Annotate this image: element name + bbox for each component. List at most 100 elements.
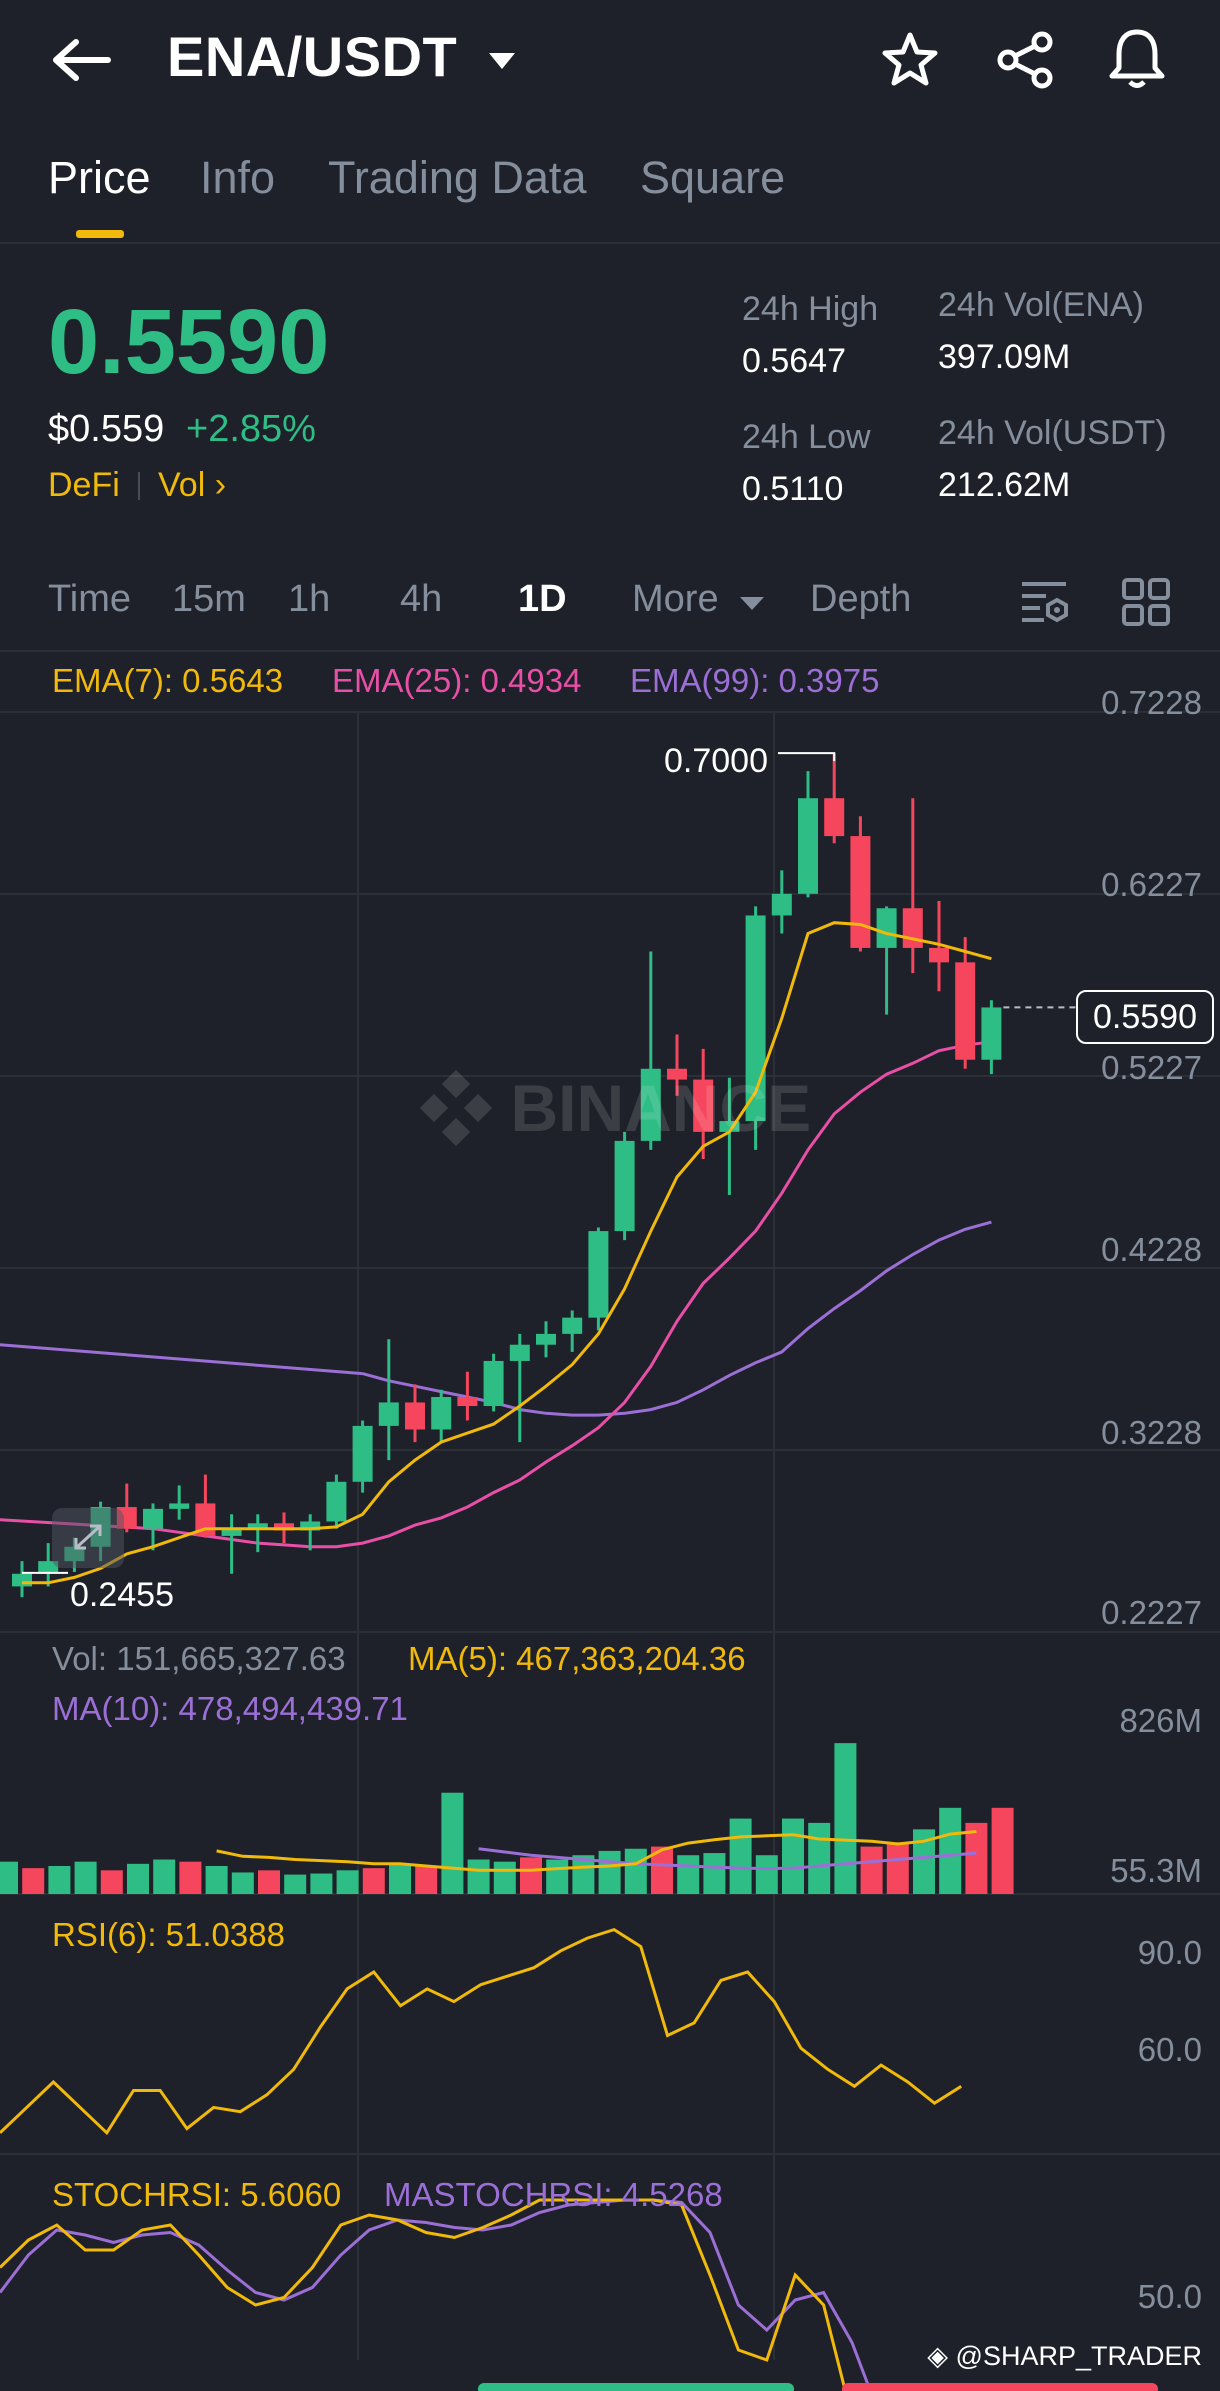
tag-vol[interactable]: Vol ›	[158, 466, 226, 505]
candle-body	[536, 1333, 556, 1345]
volume-bar	[74, 1861, 97, 1894]
volume-bar	[965, 1822, 988, 1894]
volume-bar	[677, 1855, 700, 1894]
expand-icon	[74, 1524, 102, 1550]
candle-body	[693, 1079, 714, 1132]
candle-body	[326, 1481, 347, 1522]
mastochrsi-label: MASTOCHRSI: 4.5268	[384, 2176, 723, 2213]
volume-bar	[886, 1842, 909, 1894]
volume-bar	[310, 1873, 333, 1894]
buy-button[interactable]	[478, 2383, 794, 2391]
tf-more[interactable]: More	[632, 578, 765, 621]
tab-bar: Price Info Trading Data Square	[0, 130, 1220, 244]
ema99-label: EMA(99): 0.3975	[630, 662, 880, 699]
volume-bar	[362, 1868, 385, 1894]
pair-label: ENA/USDT	[167, 25, 458, 88]
high-marker-leader	[778, 752, 836, 762]
stochrsi-axis-label: 50.0	[1137, 2278, 1202, 2315]
candle-body	[169, 1503, 190, 1509]
candle-body	[719, 1121, 740, 1132]
tab-trading-data[interactable]: Trading Data	[328, 152, 587, 203]
sell-button[interactable]	[842, 2383, 1158, 2391]
volume-bar	[205, 1865, 228, 1894]
indicator-settings-icon[interactable]	[1018, 576, 1070, 628]
vol-base-label: 24h Vol(ENA)	[938, 286, 1144, 324]
price-axis-label: 0.7228	[1101, 684, 1202, 721]
volume-bar	[100, 1870, 123, 1894]
candle-body	[483, 1360, 504, 1407]
candle-body	[12, 1573, 32, 1587]
grid-layout-icon[interactable]	[1120, 576, 1172, 628]
toolbar-divider	[0, 650, 1220, 652]
volume-bar	[651, 1846, 673, 1894]
candle-body	[745, 915, 766, 1122]
volume-bar	[703, 1853, 726, 1894]
price-axis-label: 0.6227	[1101, 866, 1202, 903]
volume-bar	[782, 1818, 804, 1894]
price-axis-label: 0.3228	[1101, 1414, 1202, 1451]
volume-bar	[834, 1743, 857, 1894]
back-arrow-icon[interactable]	[52, 36, 112, 84]
candle-body	[378, 1402, 399, 1426]
ema25-line	[152, 1040, 992, 1549]
tag-divider	[138, 472, 140, 500]
volume-ma5-line	[216, 1830, 977, 1872]
tf-4h[interactable]: 4h	[400, 578, 443, 620]
caret-down-icon	[740, 597, 765, 610]
candle-body	[247, 1523, 268, 1529]
credit-text: @SHARP_TRADER	[955, 2341, 1202, 2371]
price-axis-label: 0.5227	[1101, 1049, 1202, 1086]
candle-body	[981, 1007, 1002, 1060]
candle-body	[352, 1425, 373, 1482]
volume-bar	[624, 1848, 647, 1894]
candle-body	[824, 798, 845, 837]
fullscreen-button[interactable]	[52, 1508, 124, 1568]
volume-bar	[467, 1859, 490, 1894]
star-icon[interactable]	[880, 30, 940, 90]
volume-bar	[48, 1865, 71, 1894]
volume-axis-top: 826M	[1119, 1702, 1202, 1739]
ema99-line	[362, 1220, 992, 1417]
high-value: 0.5647	[742, 342, 846, 380]
volume-bar	[441, 1792, 464, 1894]
pair-selector[interactable]: ENA/USDT	[167, 24, 517, 89]
volume-bar	[284, 1874, 307, 1894]
candle-body	[405, 1402, 425, 1430]
stochrsi-line	[0, 2198, 847, 2391]
tf-depth[interactable]: Depth	[810, 578, 912, 620]
volume-bar	[598, 1850, 621, 1894]
tf-1d[interactable]: 1D	[518, 578, 567, 620]
low-marker-label: 0.2455	[70, 1576, 174, 1614]
tf-time[interactable]: Time	[48, 578, 132, 620]
candle-body	[614, 1140, 635, 1232]
volume-bar	[572, 1855, 595, 1894]
price-change: +2.85%	[186, 408, 316, 450]
current-price-tag: 0.5590	[1076, 990, 1214, 1044]
volume-ma10-label: MA(10): 478,494,439.71	[52, 1690, 408, 1727]
volume-bar	[991, 1807, 1014, 1894]
chevron-right-icon: ›	[205, 466, 227, 504]
credit-logo-icon: ◈	[927, 2341, 956, 2371]
rsi-axis-label: 60.0	[1137, 2031, 1202, 2068]
tf-1h[interactable]: 1h	[288, 578, 331, 620]
share-icon[interactable]	[994, 30, 1056, 90]
volume-bar	[22, 1868, 45, 1894]
tab-price[interactable]: Price	[48, 152, 151, 203]
price-axis-label: 0.4228	[1101, 1231, 1202, 1268]
volume-ma5-label: MA(5): 467,363,204.36	[408, 1640, 746, 1677]
volume-label: Vol: 151,665,327.63	[52, 1640, 346, 1677]
tab-info[interactable]: Info	[200, 152, 276, 203]
candle-body	[955, 962, 976, 1060]
rsi-axis-label: 90.0	[1137, 1934, 1202, 1971]
high-marker-label: 0.7000	[664, 742, 768, 780]
candle-body	[771, 893, 792, 916]
volume-bar	[860, 1846, 883, 1894]
bell-icon[interactable]	[1106, 26, 1168, 90]
tf-more-label: More	[632, 578, 719, 620]
tab-square[interactable]: Square	[640, 152, 786, 203]
tf-15m[interactable]: 15m	[172, 578, 246, 620]
volume-bar	[153, 1859, 176, 1894]
tag-defi[interactable]: DeFi	[48, 466, 120, 504]
candle-body	[457, 1397, 478, 1407]
